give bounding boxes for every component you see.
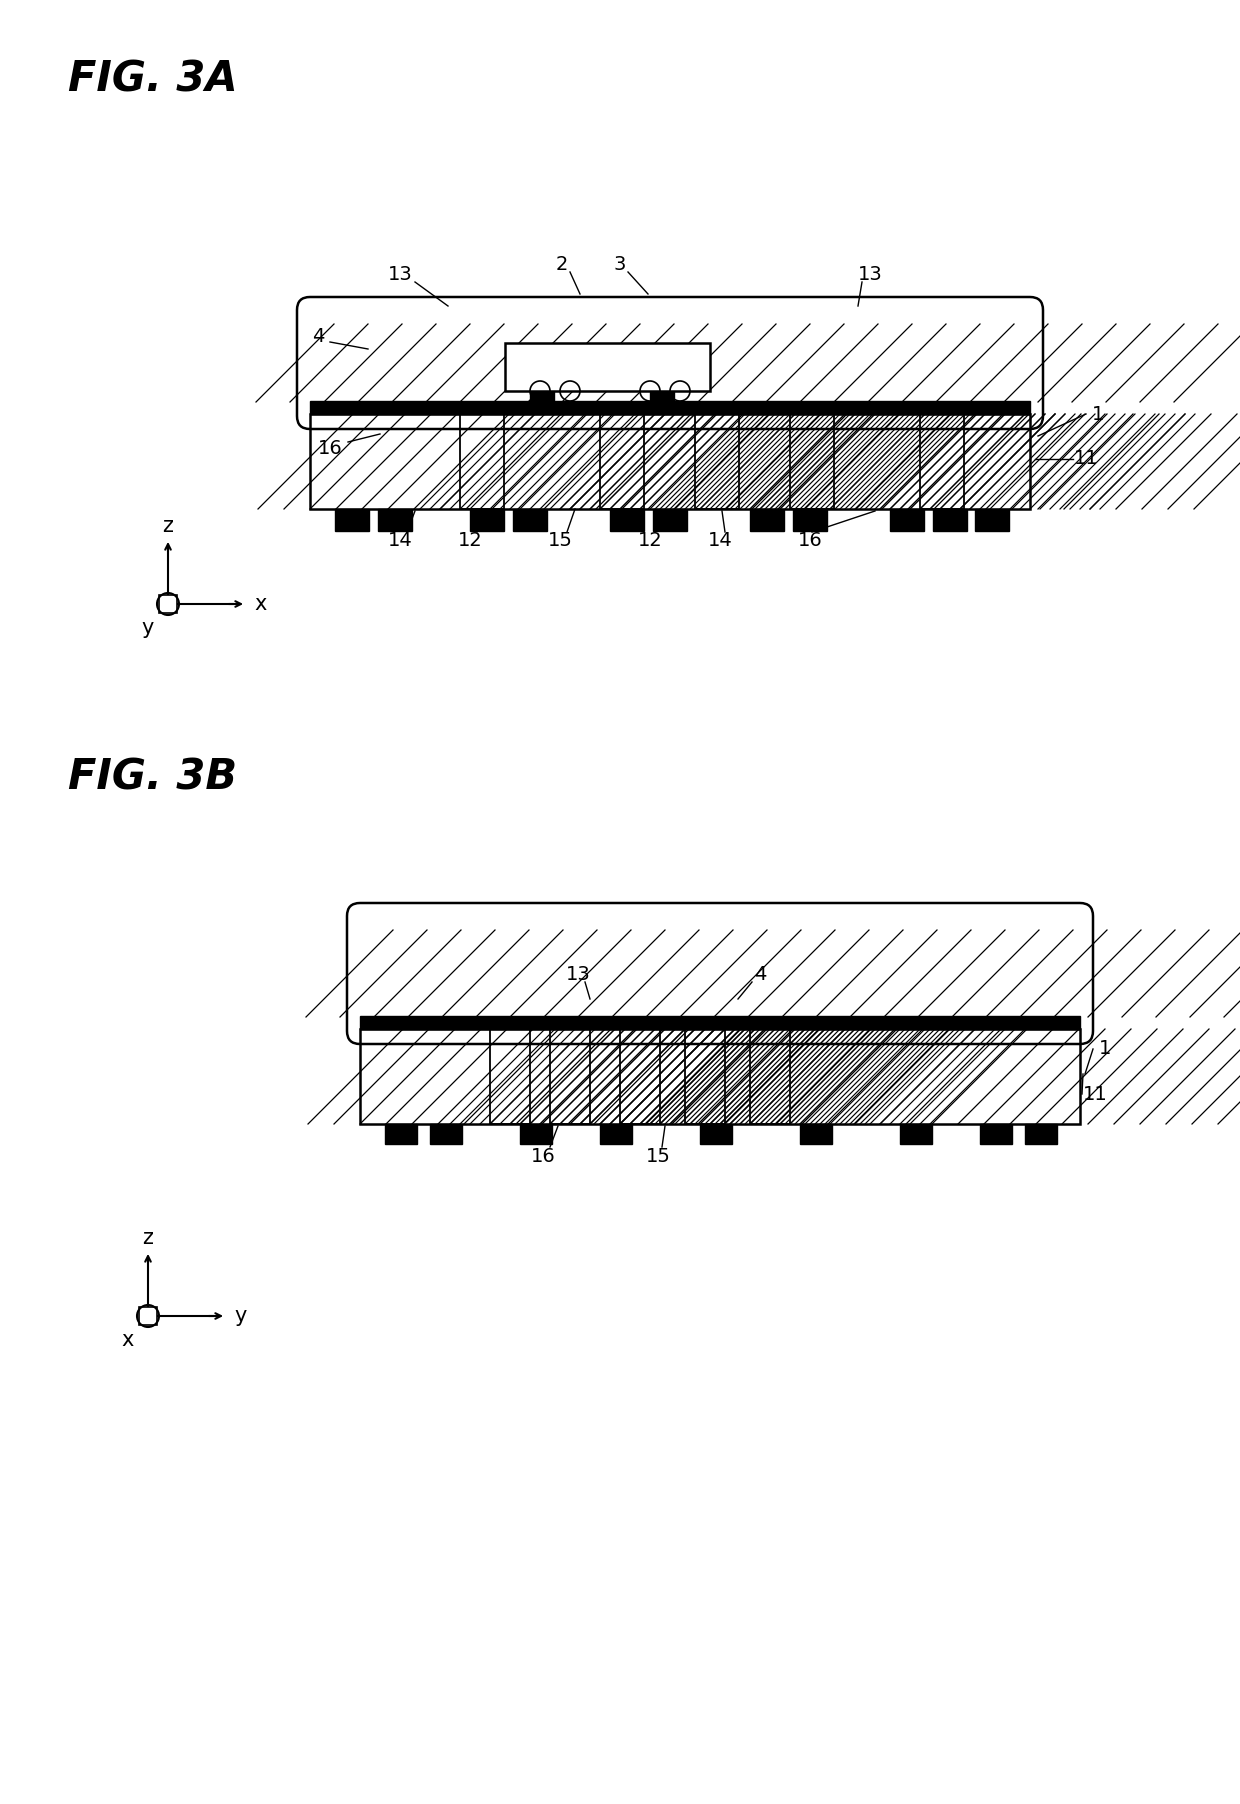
- Text: 16: 16: [317, 440, 342, 458]
- Bar: [600, 413, 644, 509]
- Bar: [490, 1028, 529, 1124]
- Bar: [980, 1124, 1012, 1144]
- Bar: [460, 413, 503, 509]
- Bar: [139, 1308, 157, 1324]
- Bar: [800, 1124, 832, 1144]
- Bar: [920, 413, 963, 509]
- Bar: [750, 509, 784, 530]
- Text: 12: 12: [458, 532, 482, 550]
- Text: 14: 14: [708, 532, 733, 550]
- Text: x: x: [122, 1330, 134, 1349]
- Bar: [551, 1028, 590, 1124]
- Bar: [932, 509, 967, 530]
- Bar: [360, 1028, 1080, 1124]
- Text: 12: 12: [637, 532, 662, 550]
- Bar: [890, 509, 924, 530]
- Bar: [460, 413, 503, 509]
- Text: 1: 1: [1099, 1039, 1111, 1059]
- Bar: [529, 391, 554, 400]
- Bar: [310, 400, 1030, 413]
- Text: z: z: [162, 516, 174, 536]
- Bar: [360, 1016, 1080, 1028]
- Bar: [610, 509, 644, 530]
- Bar: [750, 1028, 790, 1124]
- Bar: [694, 413, 739, 509]
- Bar: [790, 413, 835, 509]
- Bar: [374, 931, 1066, 1017]
- Bar: [310, 413, 1030, 509]
- Bar: [551, 1028, 590, 1124]
- Bar: [520, 1124, 552, 1144]
- Text: 13: 13: [388, 265, 413, 283]
- Bar: [505, 343, 711, 391]
- Bar: [513, 509, 547, 530]
- Bar: [490, 1028, 529, 1124]
- Bar: [900, 1124, 932, 1144]
- Bar: [384, 1124, 417, 1144]
- Text: 15: 15: [646, 1147, 671, 1165]
- Text: FIG. 3B: FIG. 3B: [68, 756, 237, 797]
- Bar: [975, 509, 1009, 530]
- Text: 14: 14: [388, 532, 413, 550]
- Bar: [620, 1028, 660, 1124]
- Text: y: y: [234, 1306, 247, 1326]
- Text: z: z: [143, 1229, 154, 1248]
- Text: y: y: [141, 619, 154, 639]
- Bar: [650, 391, 675, 400]
- Text: 13: 13: [858, 265, 883, 283]
- Bar: [790, 413, 835, 509]
- Bar: [701, 1124, 732, 1144]
- Bar: [360, 1028, 1080, 1124]
- Text: 16: 16: [531, 1147, 556, 1165]
- Text: x: x: [254, 594, 267, 613]
- Text: 15: 15: [548, 532, 573, 550]
- Bar: [620, 1028, 660, 1124]
- Bar: [324, 325, 1016, 402]
- Bar: [378, 509, 412, 530]
- Text: 13: 13: [565, 965, 590, 983]
- Bar: [684, 1028, 725, 1124]
- Bar: [694, 413, 739, 509]
- Bar: [600, 413, 644, 509]
- Text: 4: 4: [754, 965, 766, 983]
- Text: 3: 3: [614, 254, 626, 274]
- Text: 4: 4: [311, 327, 324, 346]
- Bar: [653, 509, 687, 530]
- Bar: [470, 509, 503, 530]
- Bar: [430, 1124, 463, 1144]
- Bar: [335, 509, 370, 530]
- Bar: [159, 595, 177, 613]
- Bar: [794, 509, 827, 530]
- Text: 11: 11: [1074, 449, 1099, 469]
- Bar: [920, 413, 963, 509]
- Bar: [750, 1028, 790, 1124]
- Text: 11: 11: [1083, 1084, 1107, 1104]
- Bar: [1025, 1124, 1056, 1144]
- Text: 1: 1: [1091, 404, 1104, 424]
- Text: FIG. 3A: FIG. 3A: [68, 60, 238, 101]
- Bar: [600, 1124, 632, 1144]
- Bar: [684, 1028, 725, 1124]
- Text: 16: 16: [797, 532, 822, 550]
- Text: 2: 2: [556, 254, 568, 274]
- Bar: [310, 413, 1030, 509]
